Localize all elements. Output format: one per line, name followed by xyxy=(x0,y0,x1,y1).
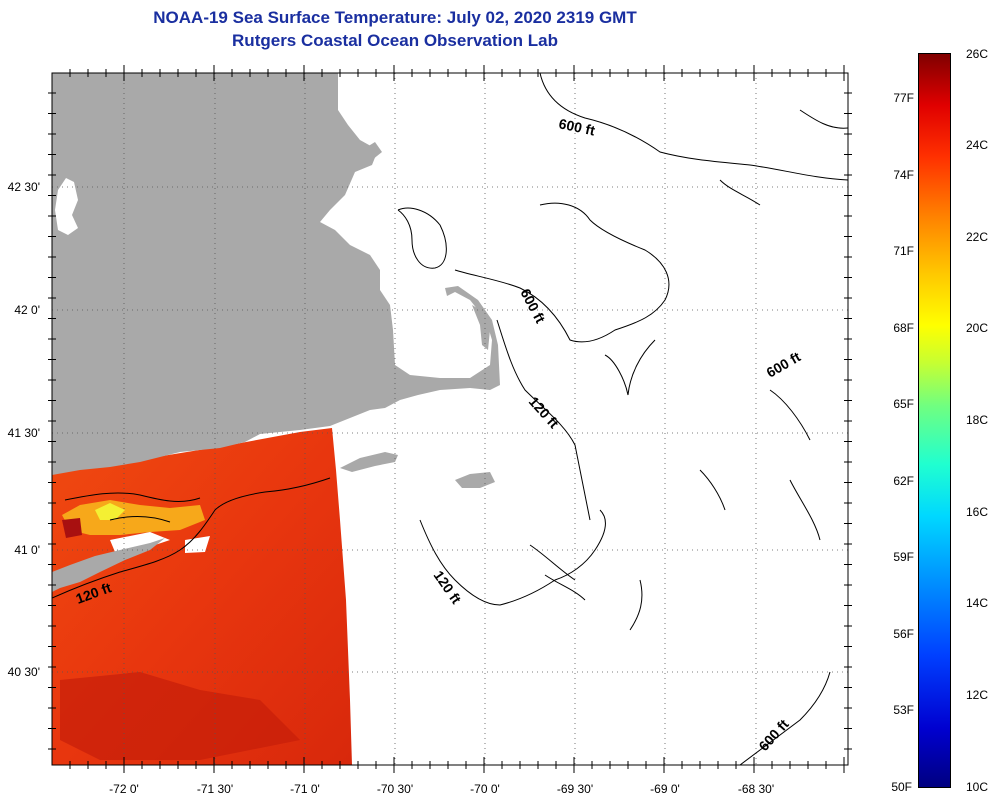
sst-hot-patch xyxy=(62,518,82,538)
colorbar-c-label: 24C xyxy=(966,138,989,152)
lon-label: -71 0' xyxy=(290,782,320,796)
colorbar-c-label: 18C xyxy=(966,413,989,427)
contour-label: 600 ft xyxy=(557,115,596,138)
colorbar-f-label: 50F xyxy=(891,780,912,794)
lon-label: -70 0' xyxy=(470,782,500,796)
colorbar-c-label: 16C xyxy=(966,505,989,519)
lon-label: -72 0' xyxy=(109,782,139,796)
land-marthas-vineyard xyxy=(340,452,398,472)
colorbar-f-label: 71F xyxy=(893,244,914,258)
colorbar-f-label: 77F xyxy=(893,91,914,105)
sst-yellow-patch xyxy=(95,503,125,520)
plot-frame xyxy=(51,72,849,766)
grid xyxy=(52,73,848,765)
colorbar-f-label: 59F xyxy=(893,550,914,564)
lat-label: 41 30' xyxy=(7,426,40,440)
temperature-colorbar xyxy=(918,53,951,788)
colorbar-c-label: 26C xyxy=(966,47,989,61)
lon-label: -69 0' xyxy=(650,782,680,796)
colorbar-c-label: 10C xyxy=(966,780,989,794)
lon-label: -69 30' xyxy=(556,782,594,796)
contour-lines xyxy=(52,73,848,765)
lat-label: 42 30' xyxy=(7,180,40,194)
lon-label: -71 30' xyxy=(196,782,234,796)
colorbar-f-label: 56F xyxy=(893,627,914,641)
sst-dark-patch xyxy=(60,672,300,760)
tick-marks xyxy=(48,65,852,773)
lat-label: 42 0' xyxy=(14,303,40,317)
colorbar-f-label: 65F xyxy=(893,397,914,411)
lon-label: -70 30' xyxy=(376,782,414,796)
colorbar-c-label: 20C xyxy=(966,321,989,335)
colorbar-f-label: 62F xyxy=(893,474,914,488)
colorbar-f-label: 53F xyxy=(893,703,914,717)
colorbar-f-label: 74F xyxy=(893,168,914,182)
lat-label: 40 30' xyxy=(7,665,40,679)
land-cape-ann xyxy=(362,142,382,160)
land-long-island xyxy=(52,538,165,592)
land-cloud-white xyxy=(55,178,78,235)
lon-label: -68 30' xyxy=(737,782,775,796)
land-mainland xyxy=(52,73,500,475)
sst-cloud-gap xyxy=(110,532,170,552)
colorbar-c-label: 12C xyxy=(966,688,989,702)
map-subtitle: Rutgers Coastal Ocean Observation Lab xyxy=(232,31,558,50)
land-cape-cod-inner xyxy=(472,305,490,350)
colorbar-c-label: 14C xyxy=(966,596,989,610)
colorbar-f-label: 68F xyxy=(893,321,914,335)
colorbar-c-label: 22C xyxy=(966,230,989,244)
map-title: NOAA-19 Sea Surface Temperature: July 02… xyxy=(153,8,637,27)
lat-label: 41 0' xyxy=(14,543,40,557)
